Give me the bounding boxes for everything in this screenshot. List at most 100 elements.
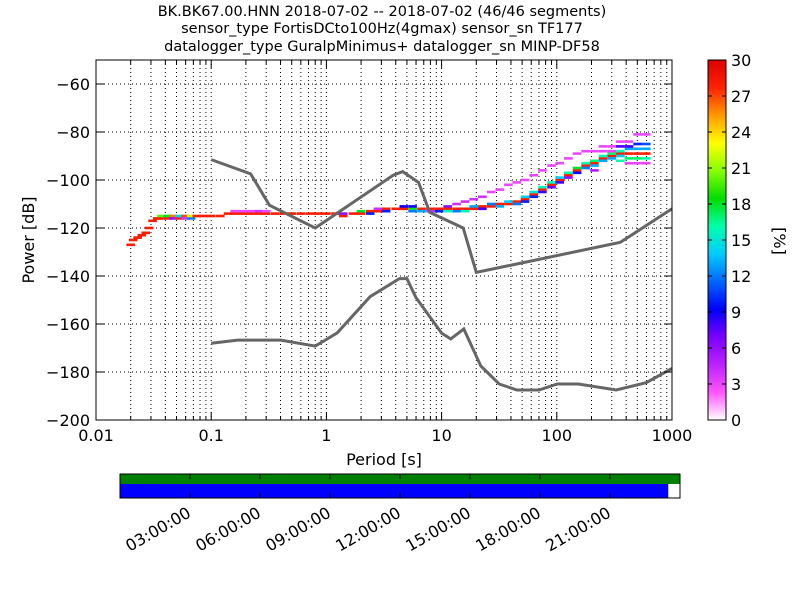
- ppsd-cell: [495, 188, 505, 191]
- ppsd-cell: [296, 212, 306, 215]
- ppsd-cell: [408, 205, 417, 208]
- ppsd-cell: [365, 212, 375, 215]
- ppsd-cell: [261, 212, 271, 215]
- ppsd-cell: [512, 181, 522, 184]
- ppsd-cell: [547, 181, 556, 184]
- ppsd-cell: [469, 205, 479, 208]
- ppsd-cell: [633, 142, 642, 146]
- ppsd-cell: [590, 161, 599, 165]
- ppsd-cell: [239, 209, 248, 213]
- ppsd-cell: [338, 214, 348, 218]
- noise-model-line: [211, 277, 673, 392]
- ppsd-cell: [126, 243, 135, 247]
- ppsd-cell: [616, 159, 625, 163]
- ppsd-cell: [356, 209, 366, 213]
- ppsd-cell: [555, 161, 565, 165]
- ppsd-cell: [529, 195, 538, 199]
- ppsd-cell: [373, 209, 383, 213]
- ppsd-cell: [230, 209, 240, 213]
- ppsd-cell: [529, 190, 538, 194]
- ppsd-cell: [239, 212, 248, 215]
- ppsd-cell: [486, 202, 496, 206]
- ppsd-cell: [590, 169, 599, 172]
- ppsd-cell: [198, 214, 208, 218]
- ppsd-cell: [478, 207, 487, 211]
- ppsd-cell: [443, 207, 453, 211]
- x-tick-label: 1000: [652, 426, 693, 445]
- ppsd-cell: [572, 152, 582, 155]
- ppsd-cell: [399, 205, 409, 208]
- ppsd-cell: [564, 176, 573, 179]
- ppsd-cell: [399, 207, 409, 211]
- colorbar-tick-label: 18: [731, 195, 751, 214]
- ppsd-cell: [641, 157, 651, 160]
- ppsd-cell: [624, 145, 634, 148]
- ppsd-cell: [460, 200, 470, 203]
- timeline-tick-label: 09:00:00: [262, 503, 334, 555]
- plot-area-background: [96, 60, 672, 420]
- ppsd-cell: [590, 149, 599, 153]
- ppsd-cell: [547, 185, 556, 189]
- ppsd-cell: [186, 217, 196, 220]
- ppsd-cell: [495, 202, 505, 206]
- ppsd-cell: [495, 205, 505, 208]
- ppsd-cell: [408, 207, 417, 211]
- ppsd-cell: [520, 200, 530, 203]
- ppsd-cell: [616, 140, 625, 143]
- ppsd-cell: [555, 181, 565, 184]
- ppsd-cell: [555, 176, 565, 179]
- ppsd-cell: [581, 149, 590, 153]
- ppsd-cell: [607, 157, 617, 160]
- ppsd-cell: [512, 200, 522, 203]
- ppsd-cell: [254, 209, 264, 213]
- timeline-tick-label: 12:00:00: [332, 503, 404, 555]
- ppsd-cell: [246, 209, 255, 213]
- ppsd-cell: [206, 214, 216, 218]
- ppsd-cell: [538, 169, 547, 172]
- ppsd-cell: [223, 212, 233, 215]
- y-tick-label: −140: [46, 267, 90, 286]
- ppsd-cell: [607, 154, 617, 158]
- noise-model-lines: [210, 158, 673, 392]
- y-tick-label: −120: [46, 219, 90, 238]
- ppsd-cell: [590, 164, 599, 167]
- ppsd-cell: [616, 149, 625, 153]
- ppsd-cell: [270, 212, 280, 215]
- ppsd-cell: [261, 209, 271, 213]
- colorbar-tick-label: 3: [731, 375, 741, 394]
- ppsd-cell: [504, 183, 513, 187]
- ppsd-cell: [186, 214, 196, 218]
- ppsd-cell: [624, 140, 634, 143]
- timeline-tick-label: 15:00:00: [402, 503, 474, 555]
- ppsd-cell: [520, 197, 530, 201]
- y-tick-label: −80: [56, 123, 90, 142]
- title-line-1: BK.BK67.00.HNN 2018-07-02 -- 2018-07-02 …: [158, 4, 607, 20]
- x-tick-label: 0.01: [78, 426, 114, 445]
- ppsd-cell: [192, 214, 202, 218]
- ppsd-cell: [141, 231, 151, 235]
- colorbar-tick-label: 21: [731, 159, 751, 178]
- ppsd-cell: [547, 183, 556, 187]
- timeline-tick-label: 18:00:00: [472, 503, 544, 555]
- colorbar-tick-label: 30: [731, 51, 751, 70]
- ppsd-cell: [144, 226, 154, 230]
- y-tick-label: −180: [46, 363, 90, 382]
- y-tick-label: −160: [46, 315, 90, 334]
- ppsd-cell: [348, 212, 358, 215]
- colorbar-tick-label: 24: [731, 123, 751, 142]
- ppsd-cell: [581, 164, 590, 167]
- ppsd-cell: [641, 147, 651, 151]
- ppsd-cell: [572, 166, 582, 170]
- title-line-2: sensor_type FortisDCto100Hz(4gmax) senso…: [181, 21, 583, 37]
- ppsd-cell: [157, 217, 166, 220]
- ppsd-cell: [624, 152, 634, 155]
- timeline-tick-label: 06:00:00: [192, 503, 264, 555]
- ppsd-cell: [520, 195, 530, 199]
- ppsd-cell: [391, 207, 401, 211]
- ppsd-histogram: [126, 133, 651, 247]
- ppsd-cell: [163, 214, 173, 218]
- x-tick-label: 10: [431, 426, 451, 445]
- colorbar: 0 3 6 9 12 15 18 21 24 27 30: [707, 51, 751, 430]
- ppsd-cell: [538, 185, 547, 189]
